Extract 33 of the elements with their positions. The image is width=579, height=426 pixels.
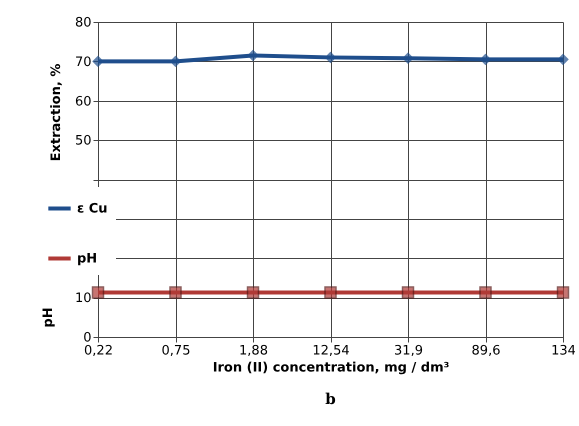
x-tick-label: 0,75 — [162, 344, 190, 358]
y-tick-label: 70 — [74, 54, 92, 70]
point — [170, 56, 181, 67]
y-tick-label: 60 — [74, 94, 92, 110]
point — [479, 286, 492, 299]
text: b — [325, 390, 336, 408]
text: pH — [41, 307, 56, 328]
y-tick-label: 10 — [74, 291, 92, 306]
x-tick-label: 0,22 — [84, 344, 113, 358]
point — [556, 286, 570, 299]
legend-label: ε Cu — [77, 202, 108, 216]
x-tick-label: 89,6 — [472, 344, 500, 358]
x-tick-label: 134 — [551, 344, 576, 358]
y-tick-label: 0 — [83, 330, 92, 346]
x-axis-title: Iron (II) concentration, mg / dm³ — [212, 360, 450, 376]
point — [92, 56, 104, 67]
point — [92, 286, 104, 299]
y-axis-title: Extraction, % — [48, 64, 64, 162]
y-tick-label: 50 — [74, 134, 92, 149]
point — [324, 286, 337, 299]
legend-label: pH — [77, 252, 98, 266]
point — [248, 50, 258, 61]
point — [169, 286, 182, 299]
point — [246, 286, 260, 299]
point — [402, 286, 414, 299]
x-tick-label: 31,9 — [394, 344, 423, 358]
y-tick-label: 80 — [74, 16, 92, 30]
point — [402, 52, 414, 64]
x-tick-label: 12,54 — [312, 344, 350, 358]
point — [480, 54, 491, 65]
point — [325, 52, 336, 63]
x-tick-label: 1,88 — [239, 344, 268, 358]
point — [558, 54, 568, 65]
